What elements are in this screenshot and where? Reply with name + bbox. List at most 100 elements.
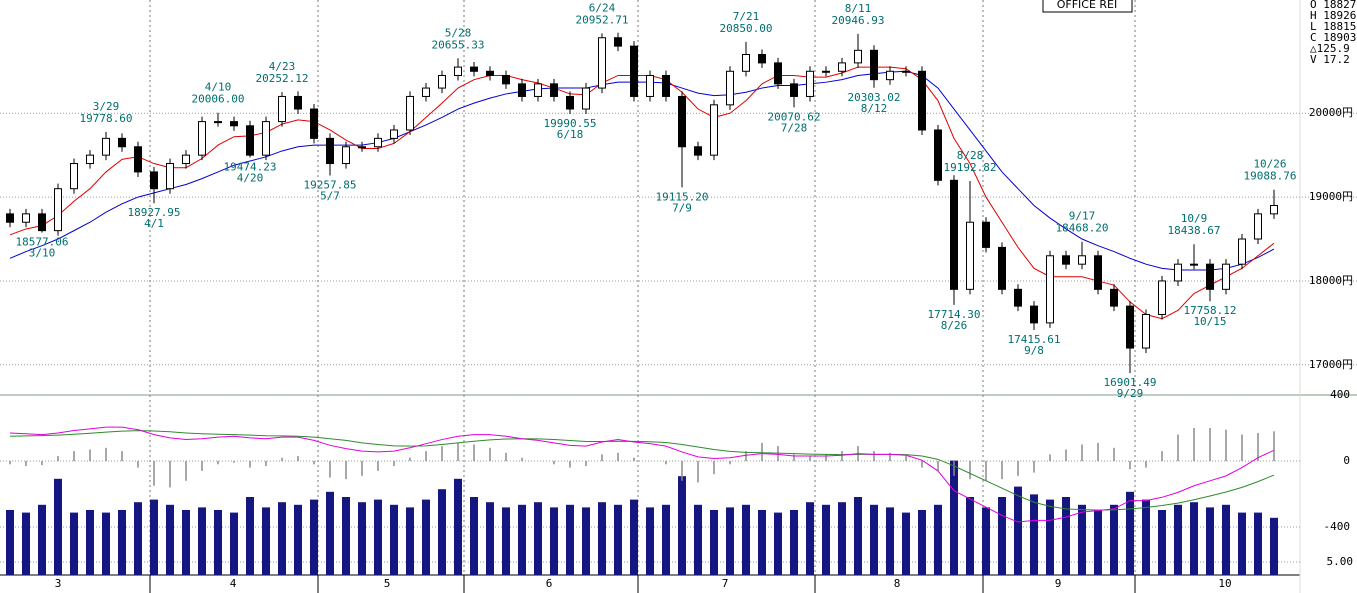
volume-bar [1158,510,1166,575]
annotation-date: 5/28 [445,26,472,39]
annotation-date: 6/24 [589,1,616,14]
volume-bar [358,502,366,575]
candle-body [854,49,862,64]
month-label: 4 [230,577,237,590]
candle-body [646,74,654,97]
annotation-date: 10/26 [1253,158,1286,171]
candle-body [422,87,430,97]
annotation-price: 19088.76 [1244,170,1297,183]
badge: OFFICE REI [1057,0,1118,11]
annotation-price: 17415.61 [1008,333,1061,346]
annotation-date: 8/11 [845,2,872,15]
volume-bar [214,510,222,575]
annotation-price: 19192.82 [944,161,997,174]
volume-bar [950,460,958,575]
month-label: 3 [55,577,62,590]
annotation-date: 6/18 [557,128,584,141]
volume-bar [54,478,62,575]
annotation-price: 20946.93 [832,14,885,27]
candle-body [166,163,174,190]
volume-bar [22,512,30,575]
annotation-price: 19778.60 [80,112,133,125]
month-label: 10 [1218,577,1231,590]
candle-body [678,95,686,148]
volume-bar [502,507,510,575]
candle-body [22,213,30,223]
annotation-price: 20850.00 [720,22,773,35]
macd-tick-label: 0 [1343,454,1350,467]
annotation-date: 4/23 [269,60,296,73]
volume-bar [1014,486,1022,575]
volume-bar [598,502,606,575]
candle-body [102,137,110,156]
volume-bar [118,510,126,575]
volume-bar [742,504,750,575]
y-tick-label: 18000円 [1309,274,1353,287]
candle-body [918,70,926,131]
badge-box [1042,0,1133,13]
candle-body [950,179,958,290]
annotation-price: 20252.12 [256,72,309,85]
volume-bar [1206,507,1214,575]
candle-body [1046,255,1054,324]
annotation-date: 8/26 [941,319,968,332]
candle-body [838,62,846,72]
volume-bar [6,510,14,575]
volume-bar [246,497,254,575]
candle-body [630,45,638,97]
volume-bar [1046,499,1054,575]
annotation-price: 16901.49 [1104,376,1157,389]
volume-bar [198,507,206,575]
candle-body [182,154,190,165]
volume-bar [390,504,398,575]
macd-line [9,426,1275,523]
candle-body [406,95,414,131]
y-tick-label: 20000円 [1309,106,1353,119]
quote-line: C 18903 [1310,31,1356,44]
candle-body [1062,255,1070,265]
macd-signal [9,430,1275,511]
candle-body [806,70,814,97]
volume-bar [918,510,926,575]
candle-body [1030,305,1038,324]
volume-bar [38,504,46,575]
volume-bar [870,504,878,575]
volume-bar [854,497,862,575]
volume-bar [822,504,830,575]
candle-body [1078,255,1086,265]
annotation-date: 3/10 [29,247,56,260]
candle-body [1270,204,1278,215]
volume-bar [326,491,334,575]
annotation-price: 19115.20 [656,190,709,203]
volume-bar [278,502,286,575]
volume-bar [486,502,494,575]
candle-body [982,221,990,248]
volume-bar [838,502,846,575]
candle-body [134,146,142,173]
volume-bar [1254,512,1262,575]
candle-body [934,129,942,181]
candle-body [214,121,222,124]
annotation-price: 20655.33 [432,38,485,51]
candle-body [70,163,78,190]
candle-body [694,146,702,156]
volume-bar [934,504,942,575]
candle-body [902,70,910,73]
volume-bar [774,512,782,575]
candle-body [294,95,302,110]
volume-bar [566,504,574,575]
volume-bar [726,507,734,575]
volume-bar [886,507,894,575]
quote-line: O 18827 [1310,0,1356,11]
candle-body [1254,213,1262,240]
volume-bar [294,504,302,575]
candle-body [726,70,734,106]
candle-body [1142,313,1150,349]
volume-bar [166,504,174,575]
candle-body [742,54,750,72]
volume-bar [70,512,78,575]
candle-body [1014,288,1022,307]
candle-body [790,83,798,97]
volume-bar [1222,504,1230,575]
volume-bar [678,476,686,575]
